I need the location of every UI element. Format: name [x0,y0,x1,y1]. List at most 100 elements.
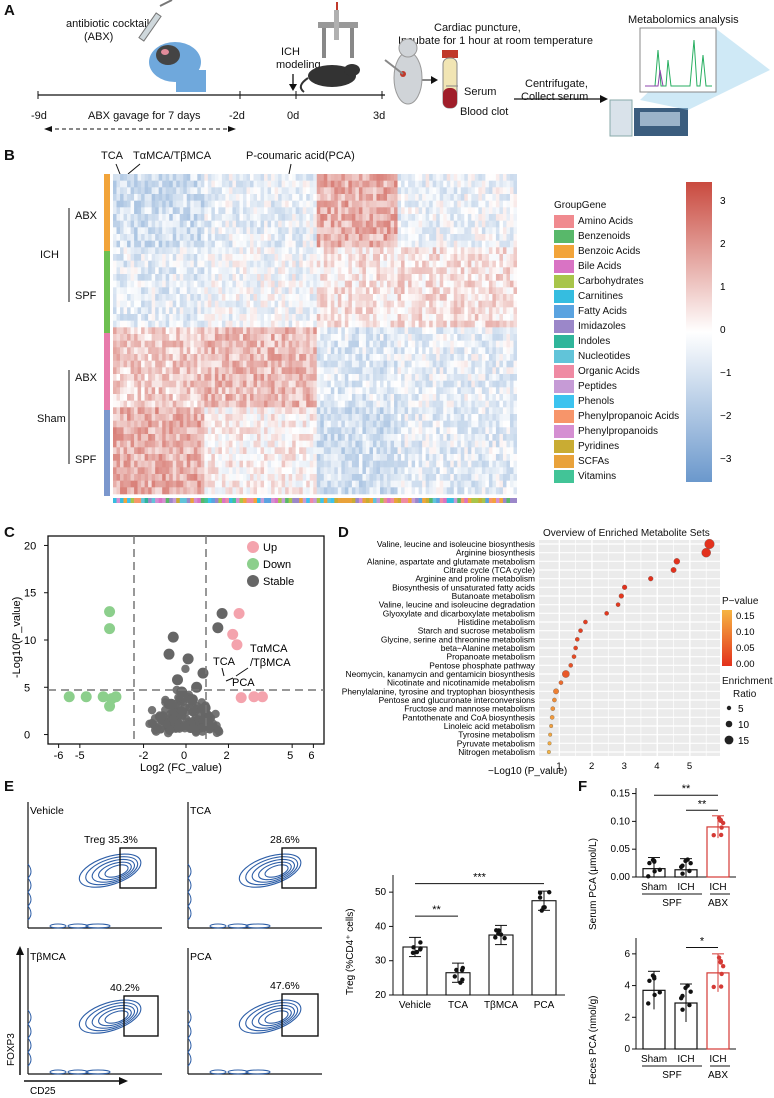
heatmap-cell [474,247,479,255]
heatmap-cell [292,374,296,381]
heatmap-cell [471,394,476,401]
heatmap-cell [471,367,476,375]
heatmap-cell [341,427,346,435]
heatmap-cell [302,414,307,421]
heatmap-cell [439,374,444,381]
heatmap-cell [422,354,426,361]
heatmap-cell [141,367,145,375]
heatmap-cell [439,354,444,361]
heatmap-cell [481,307,486,315]
heatmap-cell [288,387,293,395]
heatmap-cell [334,187,339,195]
heatmap-cell [288,440,293,448]
tick-label-minus2: -2d [229,110,245,122]
outer-label-ich: ICH [40,249,59,261]
heatmap-cell [327,307,332,315]
heatmap-cell [502,294,507,301]
heatmap-cell [239,334,244,341]
heatmap-cell [474,394,479,401]
heatmap-cell [186,354,191,361]
heatmap-cell [348,194,353,201]
heatmap-cell [362,214,367,221]
heatmap-cell [309,394,314,401]
heatmap-cell [176,174,181,181]
heatmap-cell [299,334,303,341]
heatmap-cell [404,254,409,261]
heatmap-cell [242,274,247,281]
heatmap-cell [218,320,223,328]
heatmap-cell [225,407,230,415]
heatmap-cell [193,220,198,228]
heatmap-cell [471,420,476,428]
heatmap-cell [397,174,402,181]
heatmap-cell [116,314,121,321]
heatmap-cell [365,307,370,315]
heatmap-cell [295,354,300,361]
heatmap-cell [495,320,500,328]
heatmap-cell [313,334,318,341]
heatmap-cell [387,327,391,335]
heatmap-cell [376,274,381,281]
heatmap-cell [513,354,517,361]
heatmap-cell [120,414,124,421]
heatmap-cell [207,207,212,215]
heatmap-cell [485,454,490,461]
heatmap-cell [415,247,419,255]
heatmap-cell [218,400,223,408]
heatmap-cell [130,427,135,435]
heatmap-cell [302,254,307,261]
heatmap-cell [401,360,405,368]
heatmap-cell [158,314,163,321]
heatmap-cell [285,234,289,241]
heatmap-cell [334,427,339,435]
heatmap-cell [330,427,335,435]
heatmap-cell [397,254,402,261]
heatmap-cell [285,200,289,208]
heatmap-cell [432,260,437,268]
heatmap-cell [481,174,486,181]
heatmap-cell [502,214,507,221]
heatmap-cell [453,180,458,188]
heatmap-cell [134,334,138,341]
heatmap-cell [235,387,240,395]
heatmap-cell [436,374,441,381]
heatmap-cell [488,247,493,255]
heatmap-cell [123,427,128,435]
heatmap-cell [453,194,458,201]
heatmap-cell [387,307,391,315]
heatmap-cell [499,307,504,315]
heatmap-cell [274,187,279,195]
heatmap-cell [460,354,465,361]
heatmap-cell [200,440,205,448]
heatmap-cell [316,180,321,188]
heatmap-cell [218,214,223,221]
heatmap-cell [453,454,458,461]
heatmap-cell [235,340,240,348]
heatmap-cell [278,174,282,181]
heatmap-cell [509,280,514,288]
heatmap-cell [169,394,174,401]
heatmap-cell [502,267,507,275]
heatmap-cell [369,180,374,188]
heatmap-cell [225,220,230,228]
heatmap-cell [204,227,209,235]
heatmap-cell [397,180,402,188]
heatmap-cell [344,354,349,361]
heatmap-cell [502,354,507,361]
heatmap-cell [302,314,307,321]
heatmap-cell [144,454,149,461]
heatmap-cell [404,200,409,208]
heatmap-cell [179,247,184,255]
heatmap-cell [369,247,374,255]
heatmap-cell [316,440,321,448]
heatmap-cell [239,340,244,348]
heatmap-cell [485,307,490,315]
heatmap-cell [418,220,423,228]
heatmap-cell [425,280,430,288]
heatmap-cell [418,287,423,295]
heatmap-cell [397,420,402,428]
heatmap-cell [123,400,128,408]
heatmap-cell [197,200,202,208]
heatmap-cell [450,440,455,448]
heatmap-cell [481,447,486,455]
